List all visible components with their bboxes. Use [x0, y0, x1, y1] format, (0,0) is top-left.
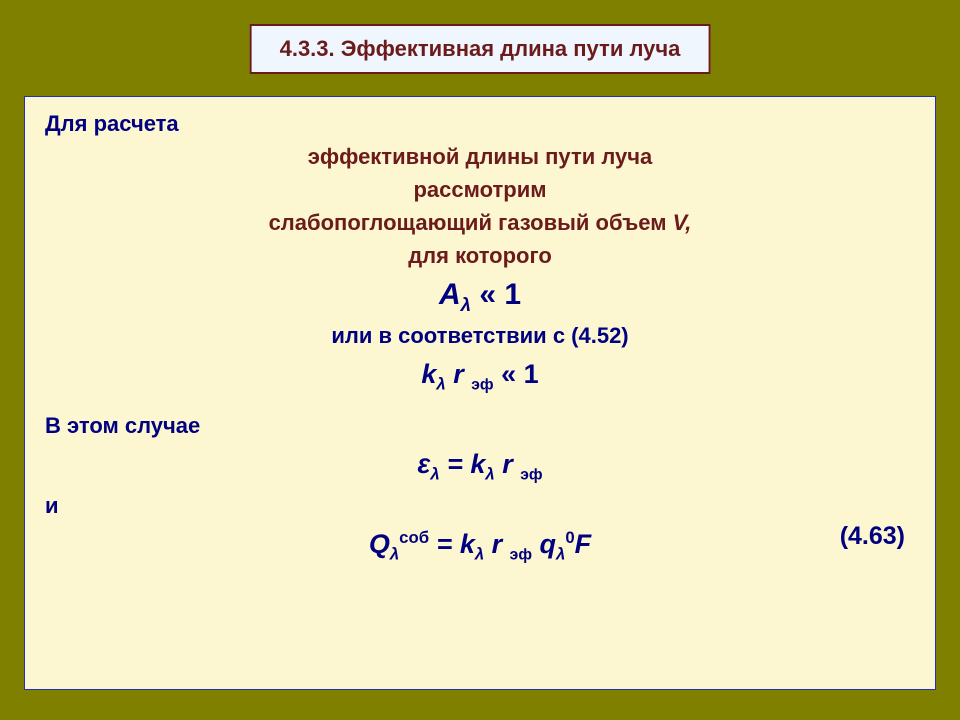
formula-Q-row: Qλсоб = kλ r эф qλ0F (4.63): [45, 522, 915, 569]
sym: A: [439, 278, 461, 311]
spacer: [45, 399, 915, 409]
sub: λ: [556, 544, 565, 563]
text-line: Для расчета: [45, 107, 915, 140]
sym: Q: [369, 529, 390, 559]
sym: ε: [417, 449, 430, 479]
sub: λ: [436, 374, 445, 393]
var-V: V,: [673, 210, 692, 235]
text-line: и: [45, 489, 915, 522]
sym: q: [532, 529, 556, 559]
equation-number: (4.63): [840, 522, 905, 551]
text-line: или в соответствии с (4.52): [45, 319, 915, 352]
text-line: для которого: [45, 239, 915, 272]
sub: эф: [510, 546, 532, 563]
text-line: эффективной длины пути луча: [45, 140, 915, 173]
formula-Q: Qλсоб = kλ r эф qλ0F: [369, 522, 591, 569]
slide-title: 4.3.3. Эффективная длина пути луча: [280, 36, 681, 62]
formula-eps: ελ = kλ r эф: [45, 442, 915, 489]
sym: = k: [429, 529, 475, 559]
sym: r: [484, 529, 510, 559]
text-line: В этом случае: [45, 409, 915, 442]
sub: λ: [485, 464, 494, 483]
title-box: 4.3.3. Эффективная длина пути луча: [250, 24, 711, 74]
sup: соб: [399, 528, 429, 547]
sup: 0: [565, 528, 574, 547]
sub: эф: [520, 466, 542, 483]
sym: « 1: [471, 278, 521, 311]
formula-A: Aλ « 1: [45, 272, 915, 319]
sym: = k: [440, 449, 486, 479]
sub: эф: [471, 376, 493, 393]
text-line: слабопоглощающий газовый объем V,: [45, 206, 915, 239]
text-span: слабопоглощающий газовый объем: [269, 210, 673, 235]
sym: r: [495, 449, 521, 479]
sym: k: [421, 359, 436, 389]
sub: λ: [390, 544, 399, 563]
sub: λ: [430, 464, 439, 483]
sub: λ: [461, 294, 471, 315]
sym: F: [575, 529, 592, 559]
sub: λ: [475, 544, 484, 563]
text-line: рассмотрим: [45, 173, 915, 206]
formula-kr: kλ r эф « 1: [45, 352, 915, 399]
sym: « 1: [494, 359, 539, 389]
sym: r: [446, 359, 472, 389]
content-box: Для расчета эффективной длины пути луча …: [24, 96, 936, 690]
